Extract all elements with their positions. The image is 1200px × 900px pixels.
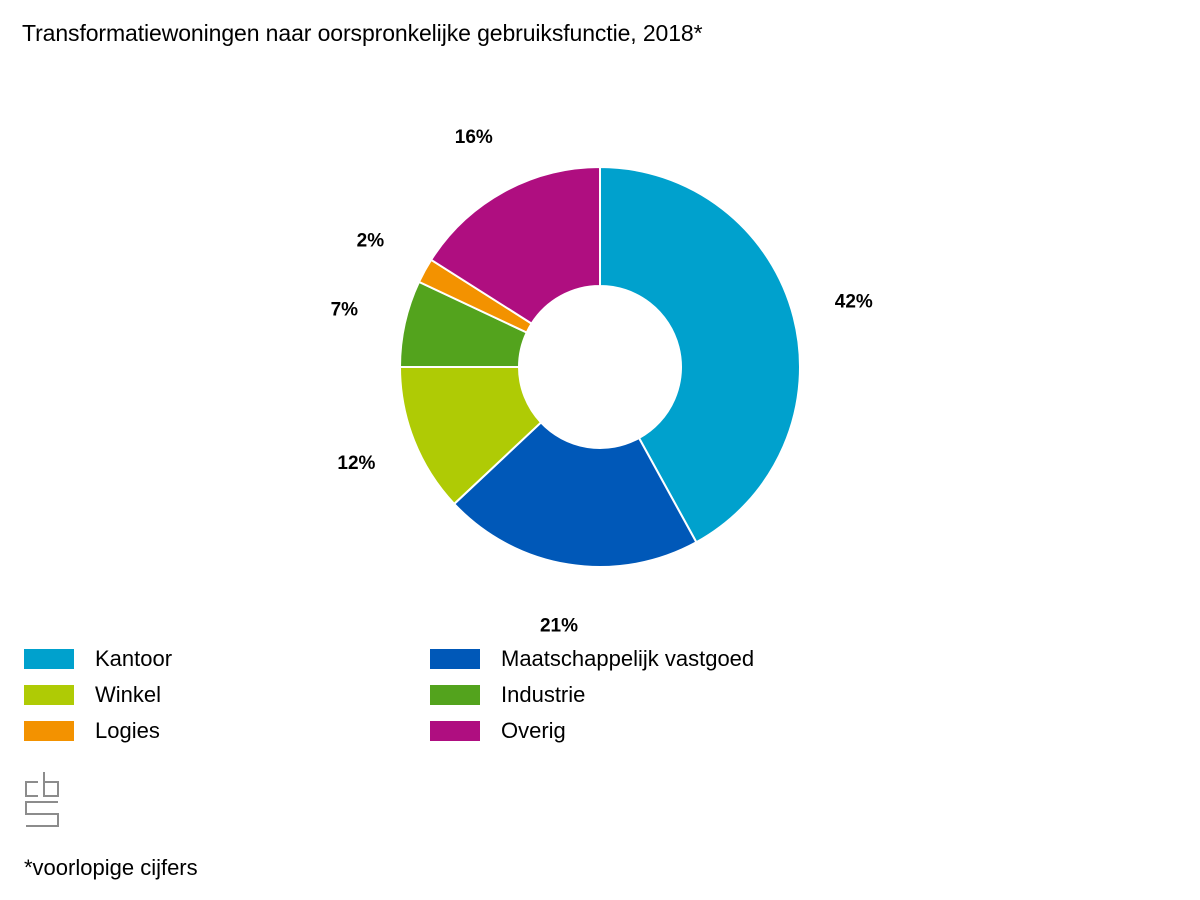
- legend-item-winkel: Winkel: [24, 682, 161, 708]
- legend-label-maatschappelijk-vastgoed: Maatschappelijk vastgoed: [501, 646, 755, 671]
- legend-swatch-overig: [430, 721, 480, 741]
- legend-swatch-winkel: [24, 685, 74, 705]
- value-label-logies: 2%: [357, 230, 385, 251]
- legend-label-overig: Overig: [501, 718, 566, 743]
- legend-swatch-maatschappelijk-vastgoed: [430, 649, 480, 669]
- legend-item-overig: Overig: [430, 718, 566, 744]
- footnote: *voorlopige cijfers: [24, 855, 198, 880]
- cbs-logo-b: [43, 772, 59, 797]
- legend-swatch-industrie: [430, 685, 480, 705]
- legend-label-logies: Logies: [95, 718, 160, 743]
- legend-item-industrie: Industrie: [430, 682, 585, 708]
- chart-title: Transformatiewoningen naar oorspronkelij…: [22, 20, 703, 46]
- cbs-logo: [25, 772, 59, 827]
- value-label-winkel: 12%: [337, 453, 375, 474]
- legend-item-logies: Logies: [24, 718, 160, 744]
- donut-slice-maatschappelijk-vastgoed: [452, 421, 698, 568]
- legend-item-kantoor: Kantoor: [24, 646, 172, 672]
- legend-label-industrie: Industrie: [501, 682, 586, 707]
- value-label-industrie: 7%: [331, 299, 359, 320]
- donut-value-labels: 42% 21% 12% 7% 2% 16%: [331, 127, 873, 636]
- value-label-maatschappelijk-vastgoed: 21%: [540, 615, 578, 636]
- cbs-logo-c: [25, 781, 38, 797]
- legend-label-kantoor: Kantoor: [95, 646, 173, 671]
- legend-item-maatschappelijk-vastgoed: Maatschappelijk vastgoed: [430, 646, 754, 672]
- value-label-overig: 16%: [455, 127, 493, 148]
- donut-chart: 42% 21% 12% 7% 2% 16%: [331, 127, 873, 636]
- donut-slices: [398, 165, 801, 568]
- donut-slice-kantoor: [599, 165, 801, 544]
- cbs-logo-s: [25, 801, 59, 827]
- legend-swatch-logies: [24, 721, 74, 741]
- legend-swatch-kantoor: [24, 649, 74, 669]
- legend-label-winkel: Winkel: [95, 682, 162, 707]
- donut-slice-overig: [429, 165, 601, 325]
- value-label-kantoor: 42%: [835, 291, 873, 312]
